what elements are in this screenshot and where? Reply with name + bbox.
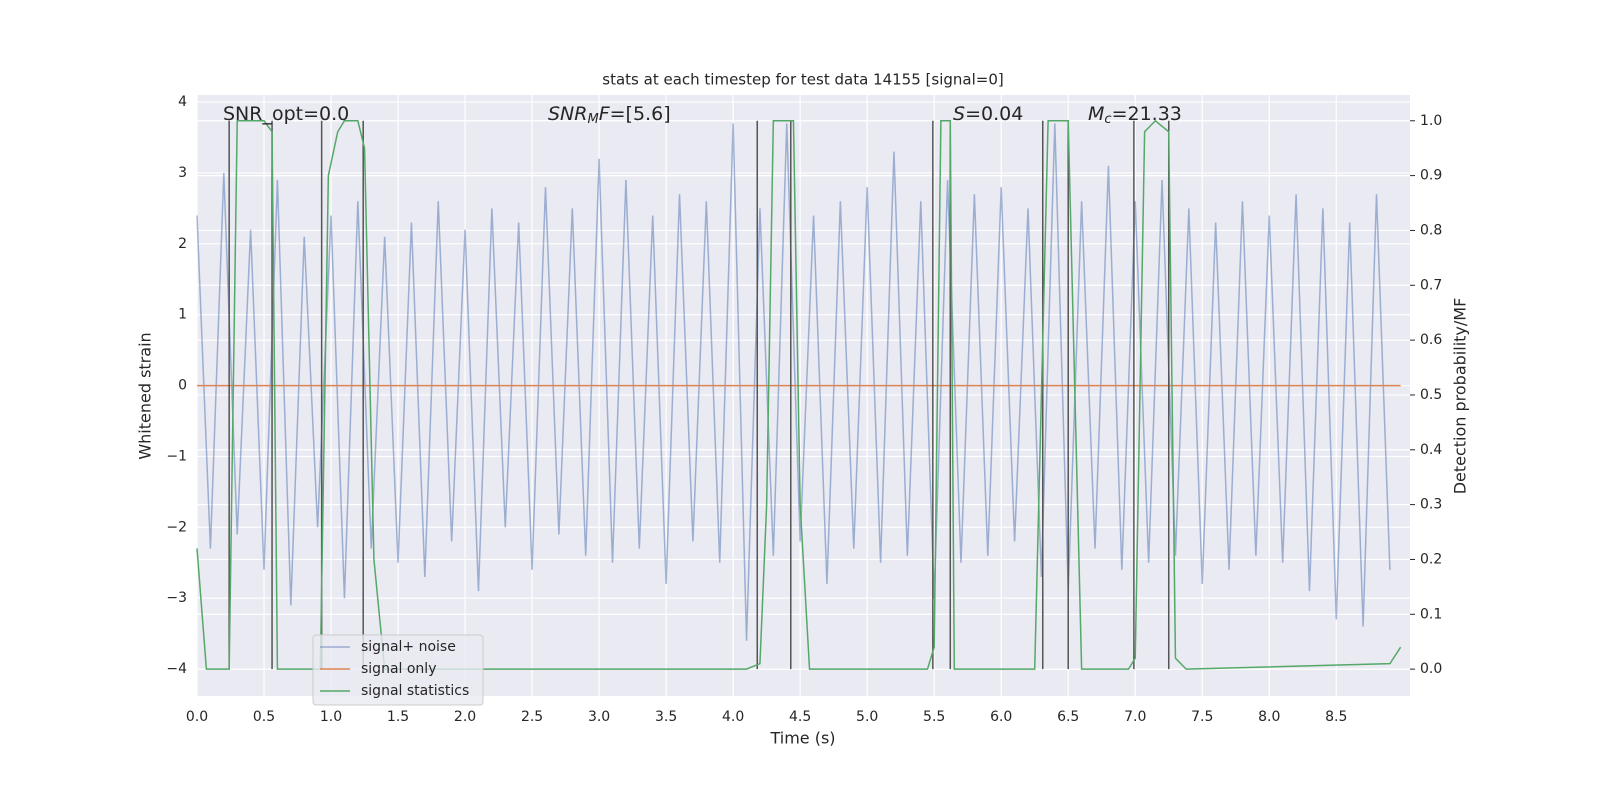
x-tick-label: 4.0	[722, 709, 744, 725]
y2-axis-label: Detection probability/MF	[1451, 298, 1470, 495]
annotation: SNRMF=[5.6]	[548, 103, 671, 127]
x-tick-label: 3.0	[588, 709, 610, 725]
x-tick-label: 8.5	[1325, 709, 1347, 725]
x-tick-label: 0.0	[186, 709, 208, 725]
annotation-part: c	[1104, 112, 1111, 127]
y-tick-label: 2	[178, 236, 187, 252]
y2-tick-label: 0.7	[1420, 277, 1442, 293]
y2-tick-label: 0.1	[1420, 606, 1442, 622]
series-line	[196, 123, 1391, 641]
annotation-part: F	[599, 103, 611, 125]
legend-label: signal only	[361, 661, 436, 677]
x-tick-label: 4.5	[789, 709, 811, 725]
y2-tick-label: 0.5	[1420, 387, 1442, 403]
y-tick-label: 4	[178, 94, 187, 110]
y2-tick-label: 0.3	[1420, 497, 1442, 513]
x-tick-label: 5.5	[923, 709, 945, 725]
annotation-part: =0.04	[965, 103, 1023, 125]
annotation-part: =[5.6]	[610, 103, 671, 125]
y2-tick-label: 0.6	[1420, 332, 1442, 348]
annotation-part: M	[1088, 103, 1104, 125]
x-tick-label: 1.5	[387, 709, 409, 725]
y2-tick-label: 1.0	[1420, 113, 1442, 129]
y-tick-label: −4	[166, 661, 187, 677]
annotation-part: =21.33	[1112, 103, 1182, 125]
y2-tick-label: 0.0	[1420, 661, 1442, 677]
x-tick-label: 1.0	[320, 709, 342, 725]
y2-tick-label: 0.8	[1420, 222, 1442, 238]
y-tick-label: −2	[166, 519, 187, 535]
x-tick-label: 6.0	[990, 709, 1012, 725]
y-axis-label: Whitened strain	[136, 332, 155, 459]
y-tick-label: 3	[178, 165, 187, 181]
y2-tick-label: 0.9	[1420, 168, 1442, 184]
annotation-part: SNR_opt=0.0	[223, 103, 349, 125]
annotation: S=0.04	[953, 103, 1023, 125]
x-tick-label: 8.0	[1258, 709, 1280, 725]
annotation-part: S	[953, 103, 965, 125]
y2-tick-label: 0.4	[1420, 442, 1442, 458]
series-line	[196, 119, 1402, 670]
x-tick-label: 7.0	[1124, 709, 1146, 725]
y-tick-label: −1	[166, 448, 187, 464]
annotation-part: M	[587, 112, 598, 127]
x-tick-label: 2.0	[454, 709, 476, 725]
labels: 0.0 0.5 1.0 1.5 2.0 2.5 3.0 3.5 4.0 4.5 5.0 5.5 6.0 6…	[166, 94, 1442, 725]
legend-label: signal+ noise	[361, 639, 456, 655]
x-tick-label: 0.5	[253, 709, 275, 725]
y-tick-label: 0	[178, 378, 187, 394]
x-tick-label: 3.5	[655, 709, 677, 725]
legend-label: signal statistics	[361, 683, 469, 699]
legend-box	[312, 634, 484, 706]
marks	[196, 119, 1402, 670]
annotation-part: SNR	[548, 103, 587, 125]
x-tick-label: 7.5	[1191, 709, 1213, 725]
x-tick-label: 5.0	[856, 709, 878, 725]
y-tick-label: −3	[166, 590, 187, 606]
x-tick-label: 2.5	[521, 709, 543, 725]
x-axis-label: Time (s)	[769, 729, 835, 748]
annotation: Mc=21.33	[1088, 103, 1182, 127]
annotation: SNR_opt=0.0	[223, 103, 349, 125]
y2-tick-label: 0.2	[1420, 551, 1442, 567]
chart-title: stats at each timestep for test data 141…	[602, 71, 1003, 89]
x-tick-label: 6.5	[1057, 709, 1079, 725]
y-tick-label: 1	[178, 307, 187, 323]
